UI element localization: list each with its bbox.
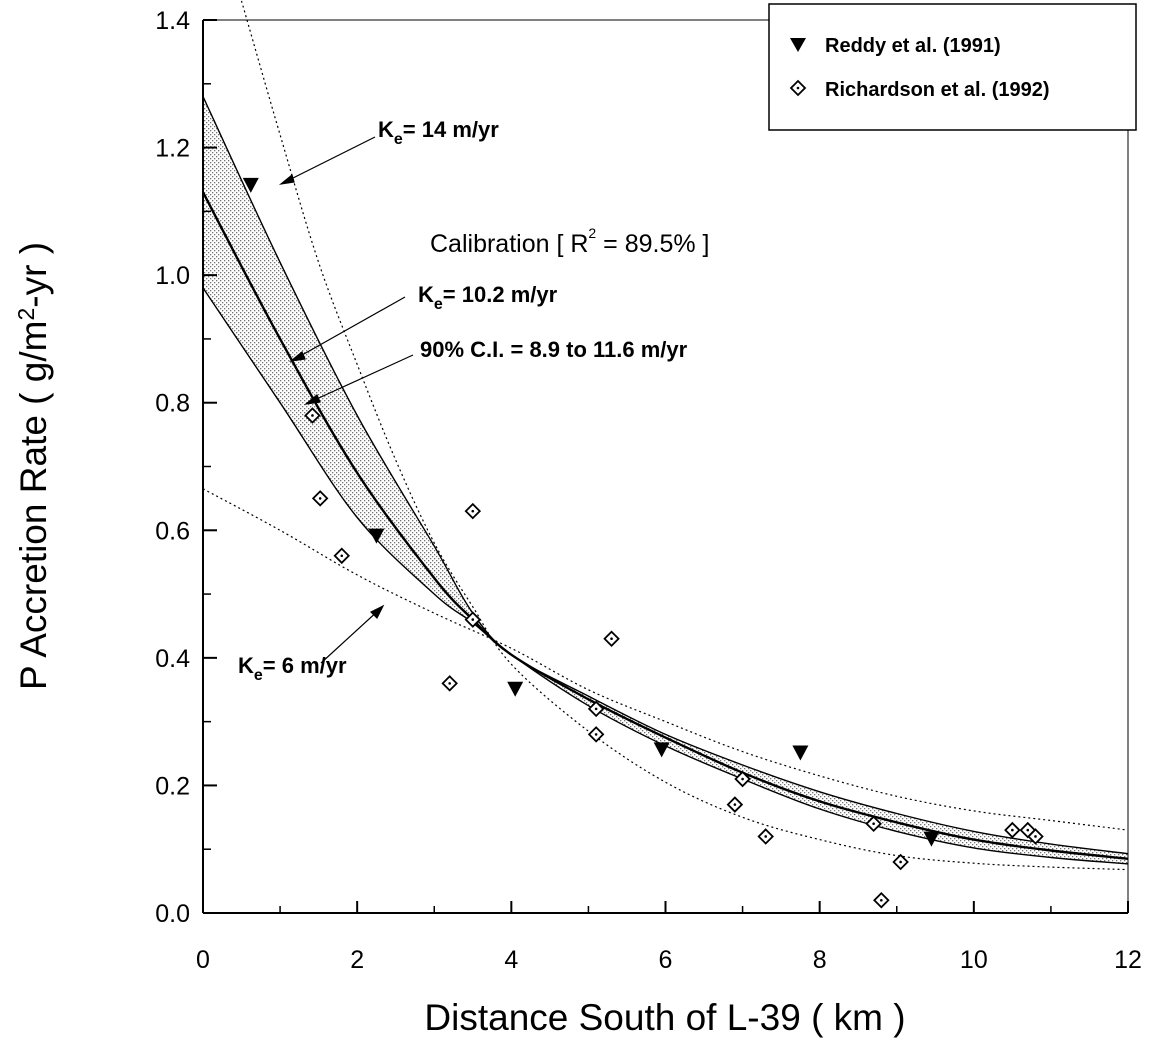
annotation-ke102: Ke= 10.2 m/yr [418, 282, 558, 313]
y-tick-label: 1.4 [155, 7, 190, 35]
richardson-point-center [594, 707, 598, 711]
ke14-k: K [378, 117, 394, 142]
richardson-point-center [340, 554, 344, 558]
arrow-ke102 [294, 296, 406, 360]
ke14-rest: = 14 m/yr [403, 117, 499, 142]
calib-sup: 2 [588, 225, 596, 241]
arrowhead-ci [303, 394, 321, 405]
curve-calibration [201, 191, 1129, 860]
x-axis-title: Distance South of L-39 ( km ) [424, 997, 905, 1038]
ke6-rest: = 6 m/yr [263, 653, 347, 678]
y-axis-title-sup: 2 [13, 308, 39, 321]
richardson-point-center [610, 637, 613, 641]
annotation-ci: 90% C.I. = 8.9 to 11.6 m/yr [420, 337, 688, 362]
legend-box [768, 3, 1137, 131]
richardson-point-center [471, 618, 475, 621]
ke6-k: K [238, 653, 254, 678]
richardson-point-center [318, 497, 322, 500]
annotation-ke6: Ke= 6 m/yr [238, 653, 347, 684]
arrowhead-ke14 [278, 173, 295, 185]
ke102-rest: = 10.2 m/yr [443, 282, 558, 307]
richardson-point-center [741, 777, 744, 781]
data-points [242, 177, 1044, 909]
reddy-point [242, 177, 259, 193]
tick-marks [202, 19, 1129, 914]
arrow-ci [309, 354, 414, 403]
reddy-point [923, 831, 940, 847]
richardson-point-center [899, 860, 902, 864]
y-tick-label: 0.8 [155, 390, 190, 418]
arrowhead-ke6 [369, 604, 385, 620]
y-tick-label: 0.2 [155, 772, 190, 800]
arrow-ke6 [320, 608, 381, 664]
y-tick-label: 0.0 [155, 900, 190, 928]
richardson-point-center [311, 414, 314, 417]
confidence-band [203, 96, 1128, 864]
richardson-point-center [880, 898, 883, 902]
richardson-point-center [733, 803, 737, 806]
richardson-point-center [764, 835, 768, 838]
curve-ke6 [202, 488, 1129, 831]
curve-ke14 [240, 0, 1129, 871]
y-tick-label: 1.0 [155, 262, 190, 290]
legend-reddy-label: Reddy et al. (1991) [825, 35, 1001, 57]
arrowhead-ke102 [288, 351, 306, 362]
y-axis-title-end: -yr ) [13, 242, 54, 308]
legend-richardson-marker-dot [796, 86, 800, 90]
calib-rest: = 89.5% ] [596, 230, 709, 258]
ke102-sub: e [434, 296, 443, 313]
richardson-point-center [594, 733, 598, 736]
curve-ci-upper [202, 96, 1129, 855]
curve-ci-lower [202, 287, 1129, 865]
ke102-k: K [418, 282, 434, 307]
reddy-point [792, 745, 809, 761]
annotation-ke14: Ke= 14 m/yr [378, 117, 499, 148]
y-axis-title-main: P Accretion Rate ( g/m [13, 321, 54, 690]
reddy-point [507, 681, 524, 697]
richardson-point-center [471, 509, 475, 513]
ke6-sub: e [254, 667, 263, 684]
ke14-sub: e [394, 131, 403, 148]
legend-reddy-marker [790, 38, 806, 52]
annotation-calibration: Calibration [ R2 = 89.5% ] [430, 225, 709, 258]
y-tick-label: 0.4 [155, 645, 190, 673]
legend: Reddy et al. (1991) Richardson et al. (1… [768, 3, 1137, 131]
y-tick-label: 0.6 [155, 517, 190, 545]
richardson-point-center [1034, 835, 1037, 838]
y-axis-title: P Accretion Rate ( g/m2-yr ) [13, 242, 54, 690]
y-tick-label: 1.2 [155, 135, 190, 163]
arrow-ke14 [284, 136, 376, 183]
richardson-point-center [448, 682, 451, 685]
reddy-point [368, 528, 385, 544]
x-tick-label: 10 [960, 946, 988, 974]
calib-text: Calibration [ R [430, 230, 588, 258]
x-tick-label: 8 [813, 946, 827, 974]
x-tick-label: 4 [504, 946, 518, 974]
x-tick-label: 0 [196, 946, 210, 974]
annotation-arrows [278, 136, 414, 664]
richardson-point-center [1011, 828, 1014, 832]
richardson-point-center [1026, 828, 1030, 832]
reddy-point [653, 742, 670, 758]
legend-richardson-label: Richardson et al. (1992) [825, 79, 1050, 101]
x-tick-label: 12 [1114, 946, 1142, 974]
x-tick-label: 2 [350, 946, 364, 974]
x-tick-label: 6 [659, 946, 673, 974]
richardson-point-center [872, 822, 875, 825]
